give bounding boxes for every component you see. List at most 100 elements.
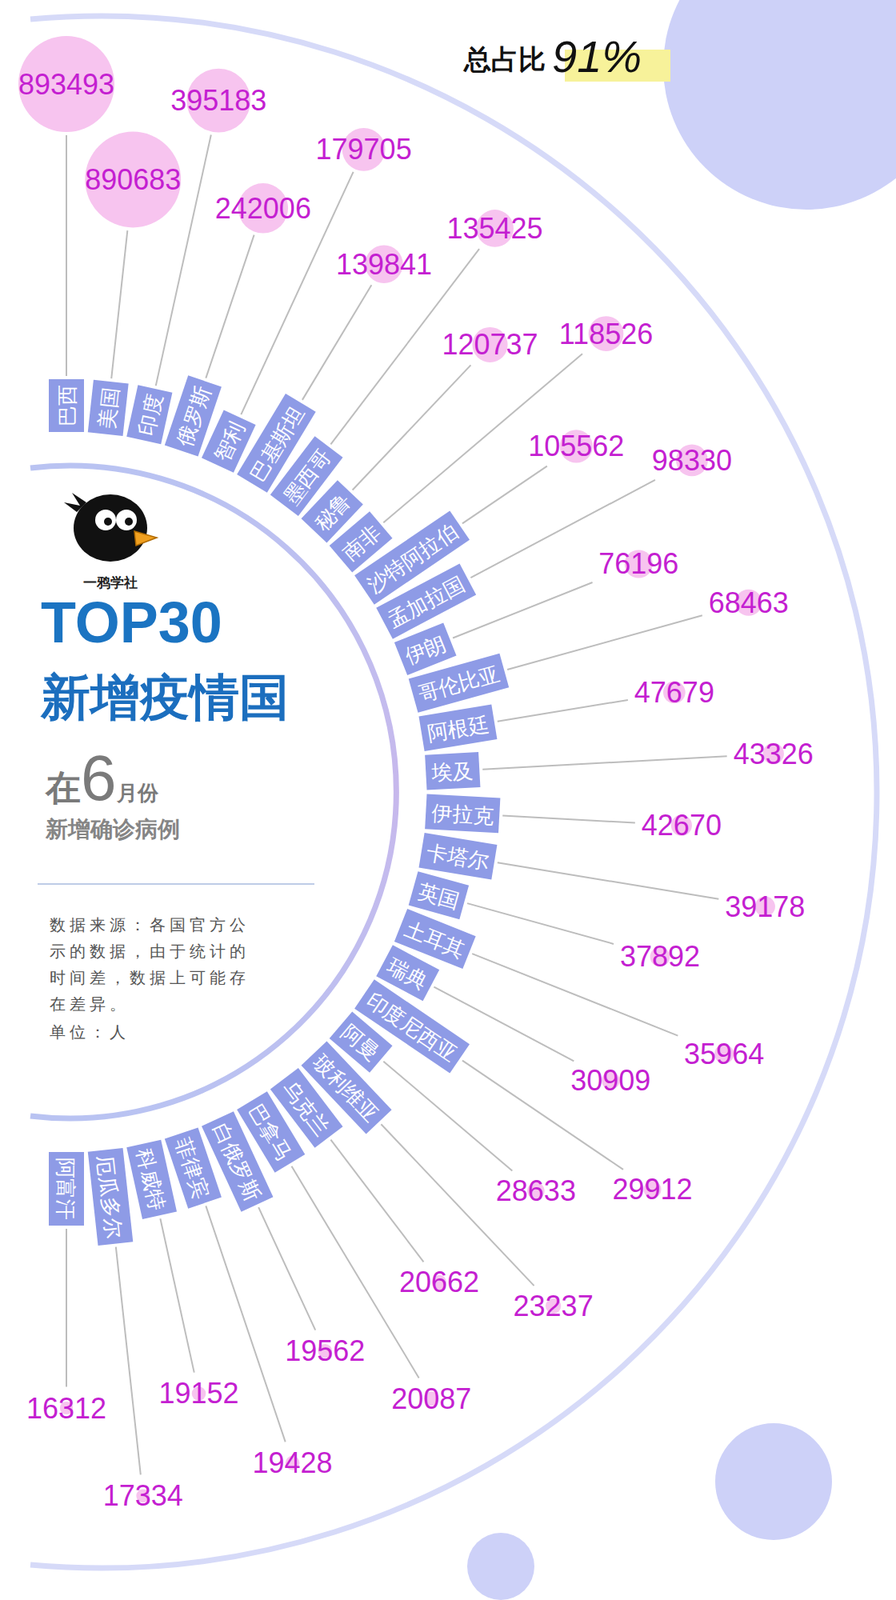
- data-label: 893493: [18, 68, 115, 101]
- logo-beak: [134, 531, 157, 546]
- leader-line: [116, 1247, 141, 1476]
- category-box: [394, 623, 457, 676]
- leader-line: [507, 615, 703, 670]
- chart: 总占比91%一鸦学社TOP30新增疫情国在6月份新增确诊病例巴西美国印度俄罗斯智…: [0, 0, 896, 1600]
- data-label: 179705: [316, 132, 412, 166]
- leader-line: [65, 1228, 68, 1388]
- category-box: [88, 380, 129, 436]
- data-label: 120737: [441, 328, 538, 361]
- category-box: [126, 384, 172, 444]
- data-label: 76196: [598, 547, 679, 580]
- leader-line: [258, 1207, 316, 1331]
- category-label: 巴西: [55, 384, 80, 427]
- category-box: [126, 1140, 177, 1220]
- category-label: 阿曼: [336, 1020, 384, 1066]
- data-label: 19428: [252, 1446, 333, 1480]
- category-label: 哥伦比亚: [416, 660, 503, 707]
- deco-circle: [715, 1423, 832, 1540]
- category-label-group: 埃及: [424, 752, 480, 791]
- unit-note: 单位：人: [49, 1019, 260, 1046]
- category-label: 卡塔尔: [424, 840, 491, 874]
- category-box: [424, 752, 480, 791]
- category-label: 厄瓜多尔: [93, 1154, 127, 1240]
- data-label: 29912: [612, 1172, 692, 1206]
- category-box: [376, 564, 476, 640]
- logo-body: [73, 494, 148, 562]
- divider: [37, 883, 315, 884]
- data-label: 43326: [733, 737, 814, 771]
- data-label: 135425: [447, 212, 544, 245]
- leader-line: [65, 135, 68, 376]
- category-label: 印度: [134, 392, 167, 438]
- page: 总占比91%一鸦学社TOP30新增疫情国在6月份新增确诊病例巴西美国印度俄罗斯智…: [0, 0, 896, 1600]
- leader-line: [467, 903, 614, 944]
- data-label: 42670: [641, 808, 722, 842]
- category-label: 伊朗: [401, 631, 449, 669]
- data-label: 35964: [684, 1037, 764, 1071]
- category-box: [48, 1152, 84, 1226]
- leader-line: [205, 235, 254, 379]
- category-label: 英国: [415, 879, 462, 914]
- data-label: 23237: [513, 1289, 594, 1323]
- data-label: 19562: [284, 1334, 365, 1368]
- category-label-group: 孟加拉国: [376, 564, 476, 640]
- category-label: 俄罗斯: [172, 383, 216, 450]
- leader-line: [111, 230, 128, 379]
- category-labels: 巴西美国印度俄罗斯智利巴基斯坦墨西哥秘鲁南非沙特阿拉伯孟加拉国伊朗哥伦比亚阿根廷…: [48, 375, 509, 1246]
- period-suffix: 月份: [116, 780, 160, 805]
- category-label-group: 哥伦比亚: [408, 653, 509, 713]
- leader-line: [352, 364, 472, 490]
- leader-lines: [66, 135, 728, 1476]
- period-prefix: 在: [44, 768, 81, 808]
- deco-circle: [663, 0, 896, 210]
- data-labels: 8934938906833951832420061797051398411354…: [18, 68, 814, 1513]
- category-label-group: 阿富汗: [48, 1152, 84, 1226]
- data-label: 28633: [496, 1174, 576, 1208]
- data-label: 19152: [158, 1376, 239, 1410]
- title: TOP30: [40, 590, 223, 655]
- category-label: 智利: [209, 417, 249, 466]
- category-label: 孟加拉国: [384, 572, 469, 632]
- measure: 新增确诊病例: [44, 816, 180, 842]
- period: 在6月份: [44, 742, 160, 814]
- brand: 一鸦学社: [83, 575, 138, 591]
- data-label: 890683: [84, 163, 181, 196]
- leader-line: [160, 1218, 194, 1372]
- inner-arc: [30, 465, 396, 1119]
- category-label-group: 伊朗: [394, 623, 457, 676]
- total-label: 总占比: [462, 44, 546, 75]
- data-label: 39178: [724, 890, 805, 924]
- category-label-group: 印度: [126, 384, 172, 444]
- data-label: 68463: [708, 586, 789, 620]
- data-label: 118526: [559, 317, 653, 351]
- data-label: 16312: [26, 1392, 107, 1425]
- category-label: 瑞典: [383, 953, 432, 995]
- leader-line: [383, 1061, 512, 1172]
- category-label-group: 伊拉克: [424, 793, 500, 833]
- data-label: 47679: [634, 676, 715, 709]
- category-label: 美国: [94, 385, 123, 430]
- category-label: 秘鲁: [309, 488, 356, 536]
- data-label: 98330: [652, 444, 732, 477]
- leader-line: [497, 700, 628, 722]
- category-label: 伊拉克: [430, 800, 495, 828]
- outer-arc: [30, 16, 877, 1568]
- leader-line: [302, 284, 372, 400]
- category-box: [408, 653, 509, 713]
- leader-line: [497, 862, 720, 899]
- data-label: 139841: [336, 248, 432, 281]
- category-label: 阿富汗: [53, 1157, 78, 1220]
- logo-eye: [116, 509, 137, 531]
- category-label: 菲律宾: [171, 1135, 214, 1202]
- leader-line: [502, 816, 636, 824]
- data-label: 105562: [528, 429, 624, 463]
- leader-line: [482, 756, 727, 770]
- category-label-group: 巴西: [48, 379, 84, 432]
- total-value: 91%: [552, 31, 642, 82]
- logo-pupil: [104, 517, 112, 526]
- data-label: 20662: [399, 1265, 480, 1299]
- category-label-group: 厄瓜多尔: [88, 1148, 134, 1246]
- category-label-group: 阿根廷: [419, 704, 498, 752]
- category-label-group: 英国: [408, 871, 469, 920]
- logo-eye: [95, 509, 116, 531]
